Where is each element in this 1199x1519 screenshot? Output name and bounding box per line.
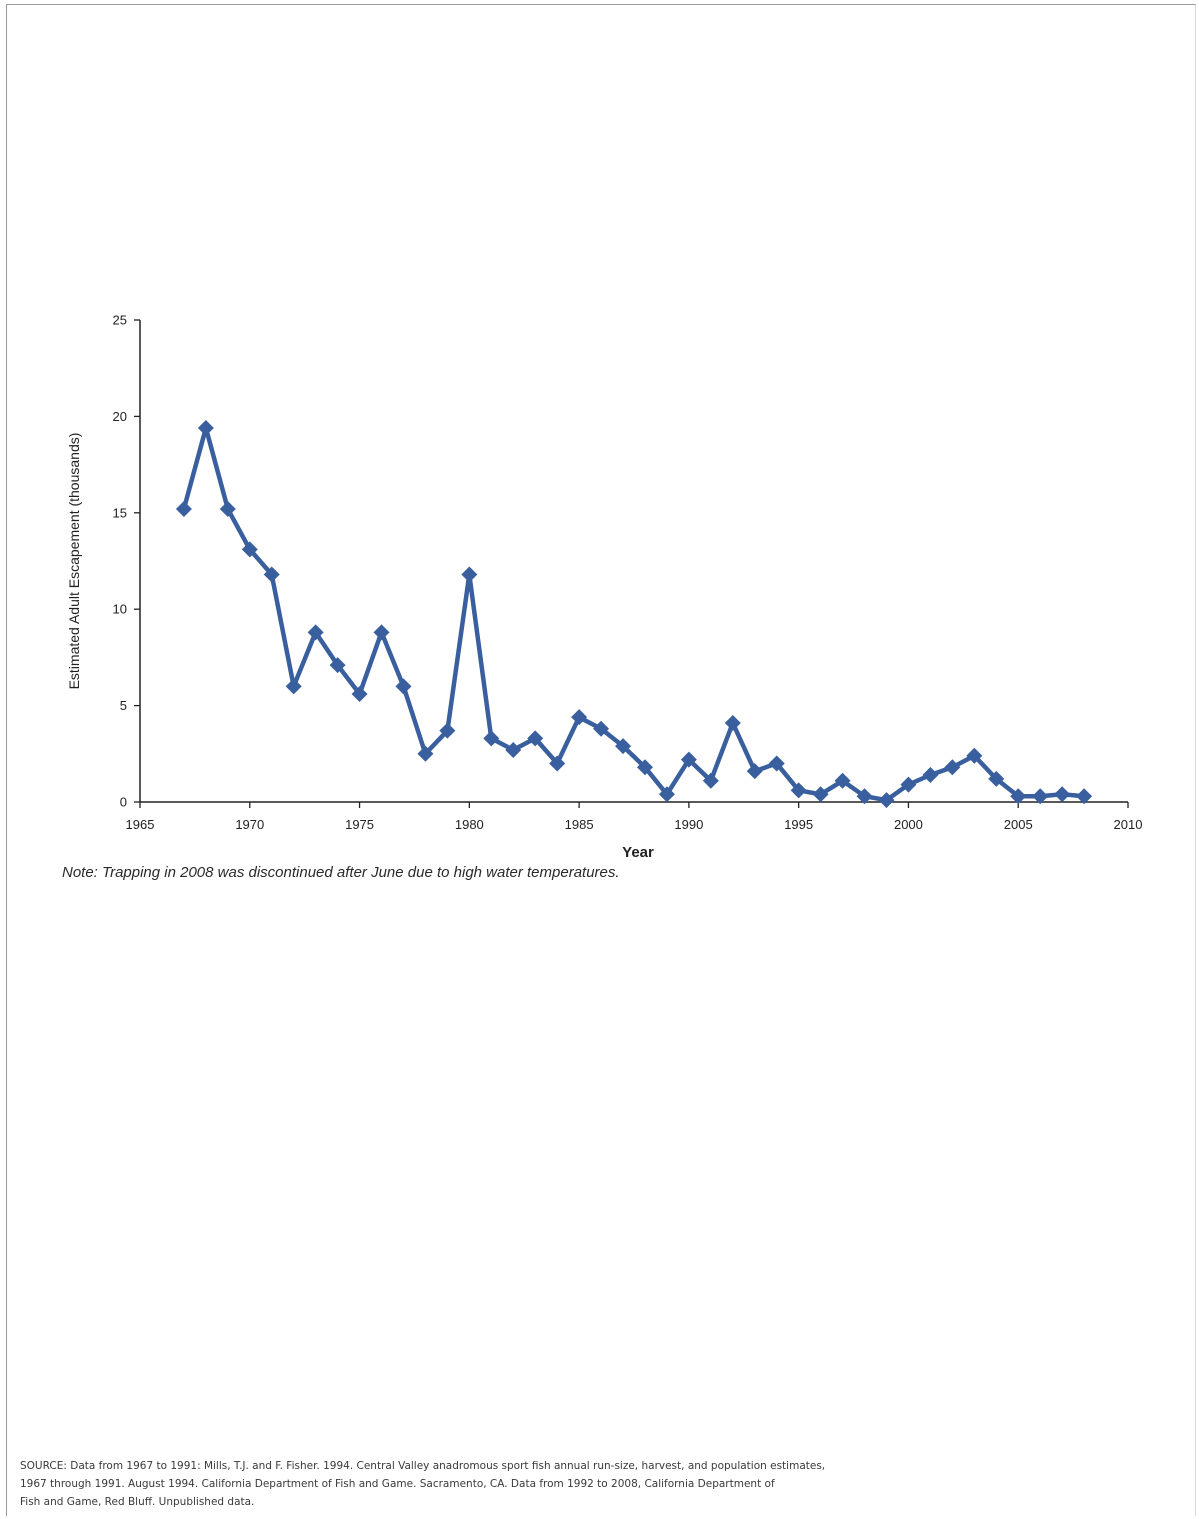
data-point-marker	[724, 714, 741, 731]
y-tick-label: 15	[113, 505, 127, 520]
data-point-marker	[549, 755, 566, 772]
data-point-marker	[417, 745, 434, 762]
data-point-marker	[219, 500, 236, 517]
data-point-marker	[834, 772, 851, 789]
y-tick-label: 10	[113, 602, 127, 617]
x-tick-label: 1965	[126, 817, 155, 832]
data-point-marker	[1054, 786, 1071, 803]
data-point-marker	[1010, 788, 1027, 805]
data-point-marker	[878, 792, 895, 809]
source-line-3: Fish and Game, Red Bluff. Unpublished da…	[20, 1496, 255, 1508]
page-frame	[6, 4, 1196, 1516]
data-point-marker	[1032, 788, 1049, 805]
series-line	[181, 425, 1085, 803]
data-point-marker	[856, 788, 873, 805]
x-axis-label: Year	[622, 844, 654, 861]
data-point-marker	[329, 657, 346, 674]
data-point-marker	[351, 686, 368, 703]
y-axis-ticks: 0 5 10 15 20 25	[113, 313, 140, 810]
data-point-marker	[395, 678, 412, 695]
data-point-marker	[285, 678, 302, 695]
data-point-marker	[812, 786, 829, 803]
series-escapement	[175, 419, 1093, 809]
data-point-marker	[241, 541, 258, 558]
x-tick-label: 2010	[1114, 817, 1143, 832]
data-point-marker	[922, 767, 939, 784]
x-tick-label: 1995	[784, 817, 813, 832]
source-line-2: 1967 through 1991. August 1994. Californ…	[20, 1478, 775, 1490]
data-point-marker	[615, 738, 632, 755]
x-tick-label: 1980	[455, 817, 484, 832]
data-point-marker	[527, 730, 544, 747]
data-point-marker	[175, 500, 192, 517]
data-point-marker	[746, 763, 763, 780]
data-point-marker	[373, 624, 390, 641]
data-point-marker	[900, 776, 917, 793]
escapement-line-chart: 0 5 10 15 20 25 1965 1970 1975 1980 1985 1990 1995 2…	[66, 313, 1143, 862]
x-axis-ticks: 1965 1970 1975 1980 1985 1990 1995 2000 2005 2010	[126, 802, 1143, 832]
data-point-marker	[197, 419, 214, 436]
y-axis-label: Estimated Adult Escapement (thousands)	[66, 433, 82, 690]
y-tick-label: 25	[113, 313, 127, 328]
x-tick-label: 2005	[1004, 817, 1033, 832]
data-point-marker	[768, 755, 785, 772]
data-point-marker	[307, 624, 324, 641]
data-point-marker	[944, 759, 961, 776]
data-point-marker	[1076, 788, 1093, 805]
data-point-marker	[636, 759, 653, 776]
x-tick-label: 1985	[565, 817, 594, 832]
x-tick-label: 1990	[674, 817, 703, 832]
data-point-marker	[593, 720, 610, 737]
data-point-marker	[439, 722, 456, 739]
y-tick-label: 0	[120, 795, 127, 810]
data-point-marker	[263, 566, 280, 583]
source-line-1: SOURCE: Data from 1967 to 1991: Mills, T…	[20, 1460, 826, 1472]
x-tick-label: 1975	[345, 817, 374, 832]
data-point-marker	[658, 786, 675, 803]
x-tick-label: 2000	[894, 817, 923, 832]
y-tick-label: 20	[113, 409, 127, 424]
x-tick-label: 1970	[235, 817, 264, 832]
y-tick-label: 5	[120, 698, 127, 713]
data-point-marker	[790, 782, 807, 799]
data-point-marker	[505, 741, 522, 758]
data-point-marker	[680, 751, 697, 768]
data-point-marker	[461, 566, 478, 583]
data-point-marker	[571, 709, 588, 726]
chart-axes	[139, 320, 1128, 803]
data-point-marker	[702, 772, 719, 789]
data-point-marker	[483, 730, 500, 747]
data-point-marker	[988, 770, 1005, 787]
source-citation: SOURCE: Data from 1967 to 1991: Mills, T…	[20, 1457, 1040, 1511]
chart-note: Note: Trapping in 2008 was discontinued …	[62, 864, 620, 881]
data-point-marker	[966, 747, 983, 764]
